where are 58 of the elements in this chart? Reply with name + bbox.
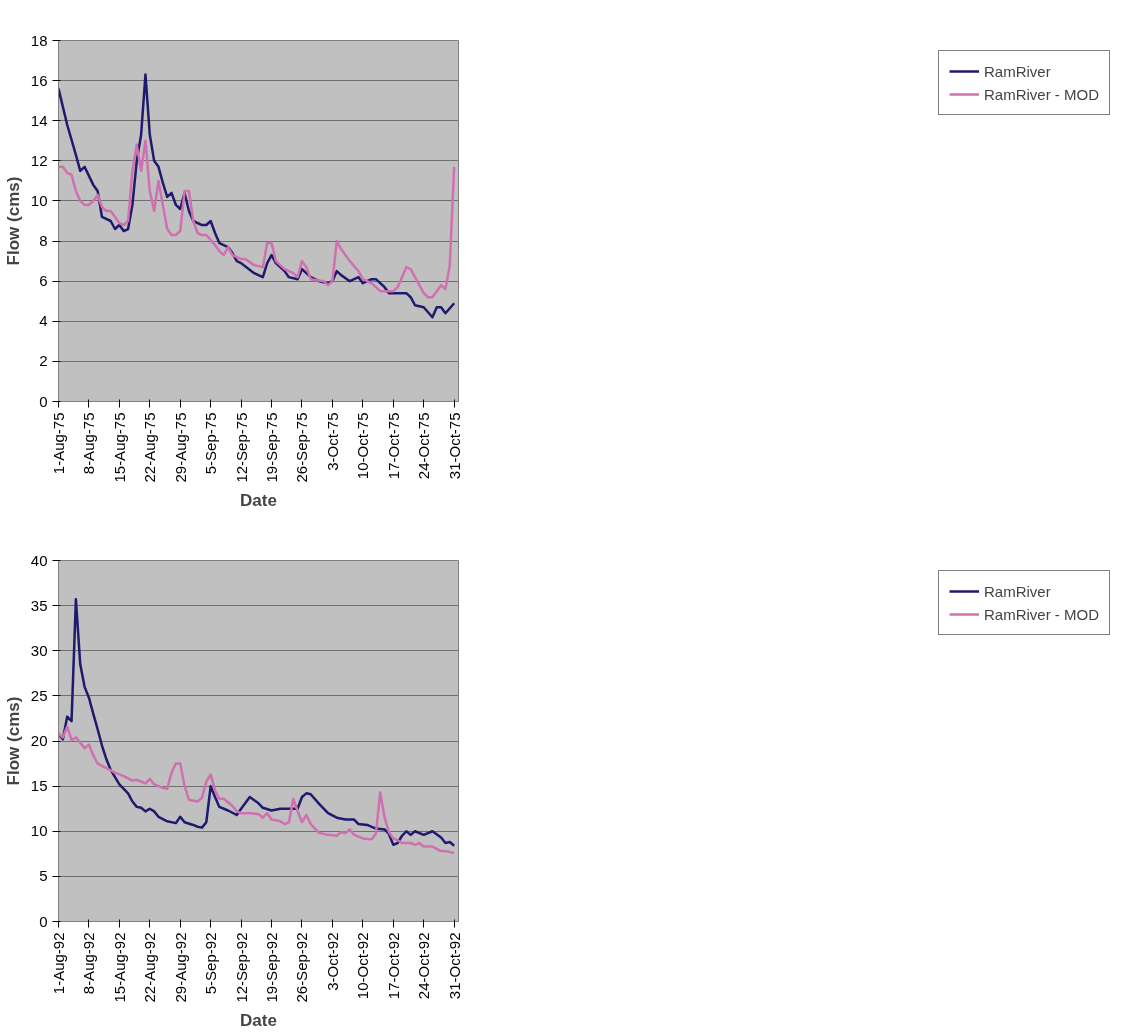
line-series: [58, 598, 456, 847]
x-tick-label: 10-Oct-75: [354, 412, 372, 480]
legend-label: RamRiver - MOD: [984, 605, 1099, 623]
x-tick-label: 12-Sep-75: [232, 412, 250, 483]
x-tick-label: 22-Aug-92: [141, 932, 159, 1003]
y-tick-label: 30: [30, 641, 48, 659]
y-tick-label: 8: [39, 232, 48, 250]
x-tick-label: 26-Sep-92: [293, 932, 311, 1003]
x-tick-label: 12-Sep-92: [232, 932, 250, 1003]
y-tick-label: 0: [39, 392, 48, 410]
x-tick-label: 3-Oct-92: [323, 932, 341, 991]
x-axis-title: Date: [240, 1010, 277, 1030]
y-tick-label: 40: [30, 551, 48, 569]
y-tick-label: 15: [30, 777, 48, 795]
x-tick-label: 24-Oct-75: [415, 412, 433, 480]
x-tick-label: 8-Aug-75: [80, 412, 98, 475]
y-axis-title: Flow (cms): [3, 176, 23, 266]
legend-label: RamRiver: [984, 62, 1051, 80]
y-tick-label: 25: [30, 686, 48, 704]
x-tick-label: 5-Sep-92: [202, 932, 220, 995]
x-tick-label: 1-Aug-92: [50, 932, 67, 995]
y-tick-label: 2: [39, 352, 48, 370]
x-tick-label: 31-Oct-75: [445, 412, 463, 480]
x-tick-label: 15-Aug-92: [110, 932, 128, 1003]
legend-label: RamRiver - MOD: [984, 85, 1099, 103]
x-tick-label: 17-Oct-92: [384, 932, 402, 1000]
x-tick-label: 22-Aug-75: [141, 412, 159, 483]
y-tick-label: 5: [39, 867, 48, 885]
x-tick-label: 10-Oct-92: [354, 932, 372, 1000]
x-tick-label: 24-Oct-92: [415, 932, 433, 1000]
y-tick-label: 12: [30, 151, 48, 169]
y-tick-label: 16: [30, 71, 48, 89]
x-tick-label: 26-Sep-75: [293, 412, 311, 483]
y-tick-label: 35: [30, 596, 48, 614]
legend-label: RamRiver: [984, 582, 1051, 600]
x-tick-label: 8-Aug-92: [80, 932, 98, 995]
line-series: [58, 139, 456, 299]
y-tick-label: 0: [39, 912, 48, 930]
x-tick-label: 5-Sep-75: [202, 412, 220, 475]
y-tick-label: 18: [30, 31, 48, 49]
x-tick-label: 17-Oct-75: [384, 412, 402, 480]
y-tick-label: 6: [39, 272, 48, 290]
x-tick-label: 31-Oct-92: [445, 932, 463, 1000]
x-tick-label: 19-Sep-92: [263, 932, 281, 1003]
y-tick-label: 14: [30, 111, 48, 129]
x-tick-label: 19-Sep-75: [263, 412, 281, 483]
y-tick-label: 10: [30, 822, 48, 840]
x-tick-label: 29-Aug-92: [171, 932, 189, 1003]
y-axis-title: Flow (cms): [3, 696, 23, 786]
x-tick-label: 3-Oct-75: [323, 412, 341, 471]
x-tick-label: 29-Aug-75: [171, 412, 189, 483]
x-axis-title: Date: [240, 490, 277, 510]
x-tick-label: 15-Aug-75: [110, 412, 128, 483]
y-tick-label: 20: [30, 732, 48, 749]
line-series: [58, 725, 456, 855]
y-tick-label: 10: [30, 191, 48, 209]
y-tick-label: 4: [39, 312, 48, 330]
x-tick-label: 1-Aug-75: [50, 412, 67, 475]
